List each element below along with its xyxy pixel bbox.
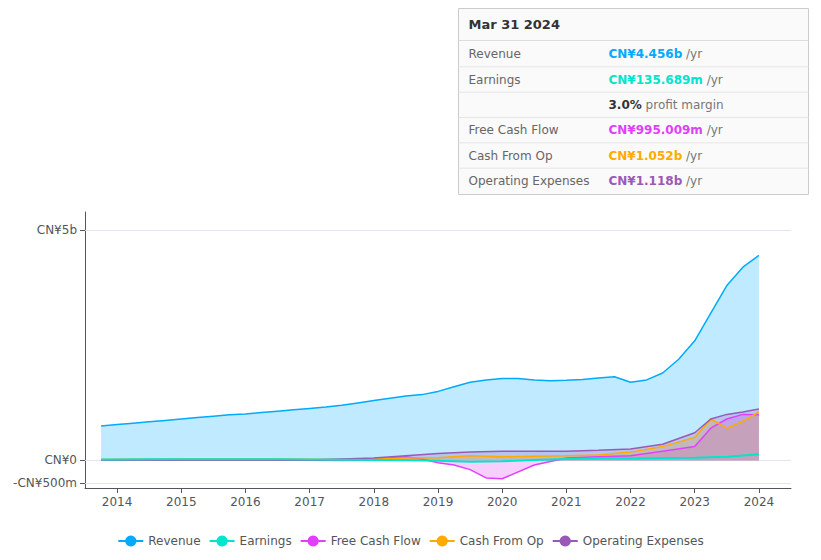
- svg-text:Earnings: Earnings: [240, 534, 292, 548]
- svg-text:2015: 2015: [166, 495, 197, 509]
- svg-text:CN¥4.456b: CN¥4.456b: [609, 47, 683, 61]
- svg-text:CN¥995.009m: CN¥995.009m: [609, 123, 703, 137]
- svg-text:CN¥1.118b: CN¥1.118b: [609, 174, 683, 188]
- svg-text:Operating Expenses: Operating Expenses: [583, 534, 704, 548]
- svg-text:CN¥5b: CN¥5b: [37, 223, 77, 237]
- svg-text:2014: 2014: [102, 495, 133, 509]
- svg-text:2019: 2019: [423, 495, 454, 509]
- svg-text:2018: 2018: [359, 495, 390, 509]
- svg-text:Free Cash Flow: Free Cash Flow: [331, 534, 421, 548]
- svg-text:Revenue: Revenue: [469, 47, 521, 61]
- svg-text:Operating Expenses: Operating Expenses: [469, 174, 590, 188]
- svg-text:2017: 2017: [294, 495, 325, 509]
- svg-text:profit margin: profit margin: [646, 98, 724, 112]
- svg-text:Earnings: Earnings: [469, 73, 521, 87]
- svg-text:/yr: /yr: [707, 123, 723, 137]
- svg-text:Revenue: Revenue: [148, 534, 200, 548]
- svg-text:-CN¥500m: -CN¥500m: [13, 476, 77, 490]
- svg-text:Free Cash Flow: Free Cash Flow: [469, 123, 559, 137]
- svg-text:2022: 2022: [615, 495, 646, 509]
- svg-text:Mar 31 2024: Mar 31 2024: [469, 17, 560, 32]
- svg-text:2024: 2024: [744, 495, 775, 509]
- svg-text:2016: 2016: [230, 495, 261, 509]
- svg-text:Cash From Op: Cash From Op: [460, 534, 544, 548]
- svg-text:/yr: /yr: [707, 73, 723, 87]
- svg-text:/yr: /yr: [686, 149, 702, 163]
- svg-text:2020: 2020: [487, 495, 518, 509]
- svg-text:2023: 2023: [679, 495, 710, 509]
- svg-text:CN¥0: CN¥0: [44, 453, 77, 467]
- svg-text:CN¥1.052b: CN¥1.052b: [609, 149, 683, 163]
- svg-text:2021: 2021: [551, 495, 582, 509]
- svg-text:Cash From Op: Cash From Op: [469, 149, 553, 163]
- svg-text:3.0%: 3.0%: [609, 98, 642, 112]
- svg-text:/yr: /yr: [686, 174, 702, 188]
- svg-text:/yr: /yr: [686, 47, 702, 61]
- svg-text:CN¥135.689m: CN¥135.689m: [609, 73, 703, 87]
